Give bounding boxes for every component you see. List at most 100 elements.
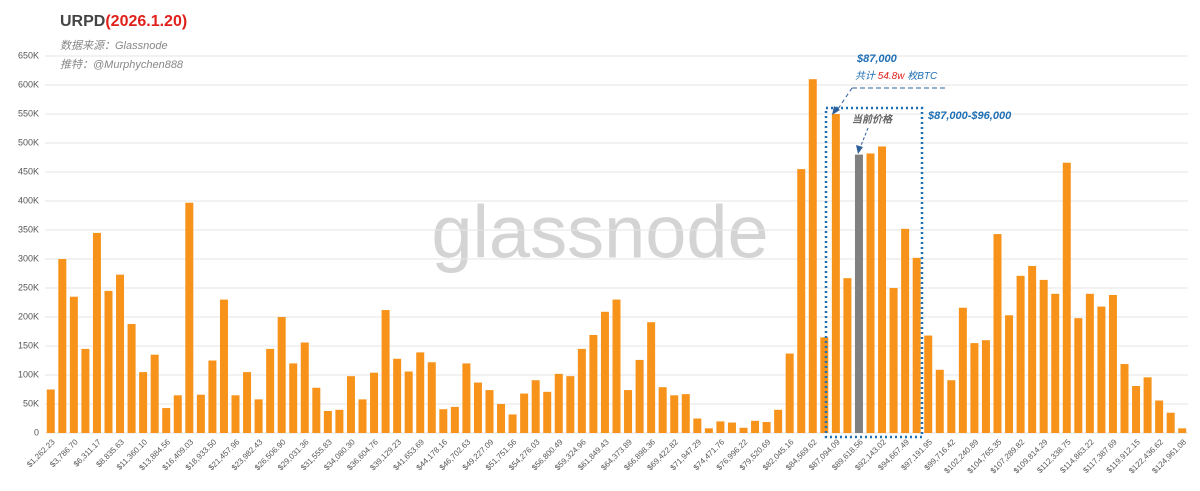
bar: [1166, 412, 1175, 433]
annotation-price: $87,000: [856, 53, 898, 65]
bar: [739, 427, 748, 433]
total-value: 54.8w: [878, 71, 905, 82]
bar: [1097, 306, 1106, 433]
bar: [658, 387, 667, 433]
bar: [935, 369, 944, 433]
bar: [231, 395, 240, 433]
bar: [520, 393, 529, 433]
bar: [485, 390, 494, 433]
bar: [878, 146, 887, 434]
bar: [404, 371, 413, 433]
watermark: glassnode: [431, 191, 768, 274]
bar: [1051, 293, 1060, 433]
bar: [635, 359, 644, 433]
bar: [901, 228, 910, 433]
bar: [797, 169, 806, 433]
range-box: [824, 106, 924, 439]
y-tick-label: 600K: [18, 79, 39, 89]
bar: [450, 406, 459, 433]
bar: [647, 322, 656, 433]
bar: [624, 390, 633, 433]
y-tick-label: 0: [34, 427, 39, 437]
y-tick-label: 250K: [18, 282, 39, 292]
title-prefix: URPD: [60, 13, 105, 30]
bar: [1074, 318, 1083, 433]
y-tick-label: 550K: [18, 108, 39, 118]
bar: [69, 296, 78, 433]
bar: [1178, 428, 1187, 433]
y-tick-label: 650K: [18, 50, 39, 60]
bar: [427, 362, 436, 433]
bar: [1132, 386, 1141, 433]
current-arrow: [859, 127, 869, 149]
bar: [81, 348, 90, 433]
bar: [150, 354, 159, 433]
bar: [681, 394, 690, 433]
bar: [716, 421, 725, 433]
bar: [139, 372, 148, 433]
bar: [116, 274, 125, 433]
bar: [92, 232, 101, 433]
bar: [58, 259, 67, 433]
bar: [774, 409, 783, 433]
bar: [127, 323, 136, 433]
annotation-current: 当前价格: [852, 114, 893, 126]
twitter: 推特：@Murphychen888: [60, 58, 184, 71]
bar: [981, 340, 990, 433]
bar: [554, 373, 563, 433]
bar: [947, 380, 956, 433]
bar: [104, 290, 113, 433]
bar: [312, 387, 321, 433]
bar: [439, 409, 448, 433]
bar: [185, 202, 194, 433]
bar: [889, 288, 898, 433]
bar: [785, 353, 794, 433]
bar: [727, 422, 736, 433]
bar: [854, 154, 863, 433]
bar: [473, 382, 482, 433]
bar: [289, 363, 298, 433]
bar: [370, 372, 379, 433]
bar: [543, 391, 552, 433]
bar: [577, 348, 586, 433]
y-tick-label: 200K: [18, 311, 39, 321]
bar: [266, 348, 275, 433]
bar: [589, 334, 598, 433]
title-date: (2026.1.20): [105, 13, 187, 30]
bar: [300, 342, 309, 433]
y-tick-label: 400K: [18, 195, 39, 205]
bar: [462, 363, 471, 433]
bar: [393, 358, 402, 433]
bar: [346, 376, 355, 433]
y-tick-label: 350K: [18, 224, 39, 234]
bar: [243, 372, 252, 433]
bar: [335, 409, 344, 433]
bar: [1005, 315, 1014, 433]
bar: [612, 299, 621, 433]
bar: [173, 395, 182, 433]
source: 数据来源：Glassnode: [60, 39, 168, 52]
bar: [46, 389, 55, 433]
bar: [358, 399, 367, 433]
bar: [1143, 377, 1152, 433]
bar: [600, 311, 609, 433]
bar: [1120, 363, 1129, 433]
bar: [993, 234, 1002, 433]
bar: [208, 360, 217, 433]
bar: [497, 404, 506, 433]
bar: [323, 410, 332, 433]
annotation-arrow: [835, 87, 853, 113]
y-tick-label: 450K: [18, 166, 39, 176]
bar: [958, 307, 967, 433]
bar: [843, 278, 852, 433]
y-tick-label: 300K: [18, 253, 39, 263]
annotation-range: $87,000-$96,000: [927, 110, 1012, 122]
bar: [531, 380, 540, 433]
bar: [1108, 294, 1117, 433]
bar: [704, 428, 713, 433]
bar: [196, 394, 205, 433]
bar: [508, 414, 517, 433]
arrow-head: [856, 145, 863, 154]
